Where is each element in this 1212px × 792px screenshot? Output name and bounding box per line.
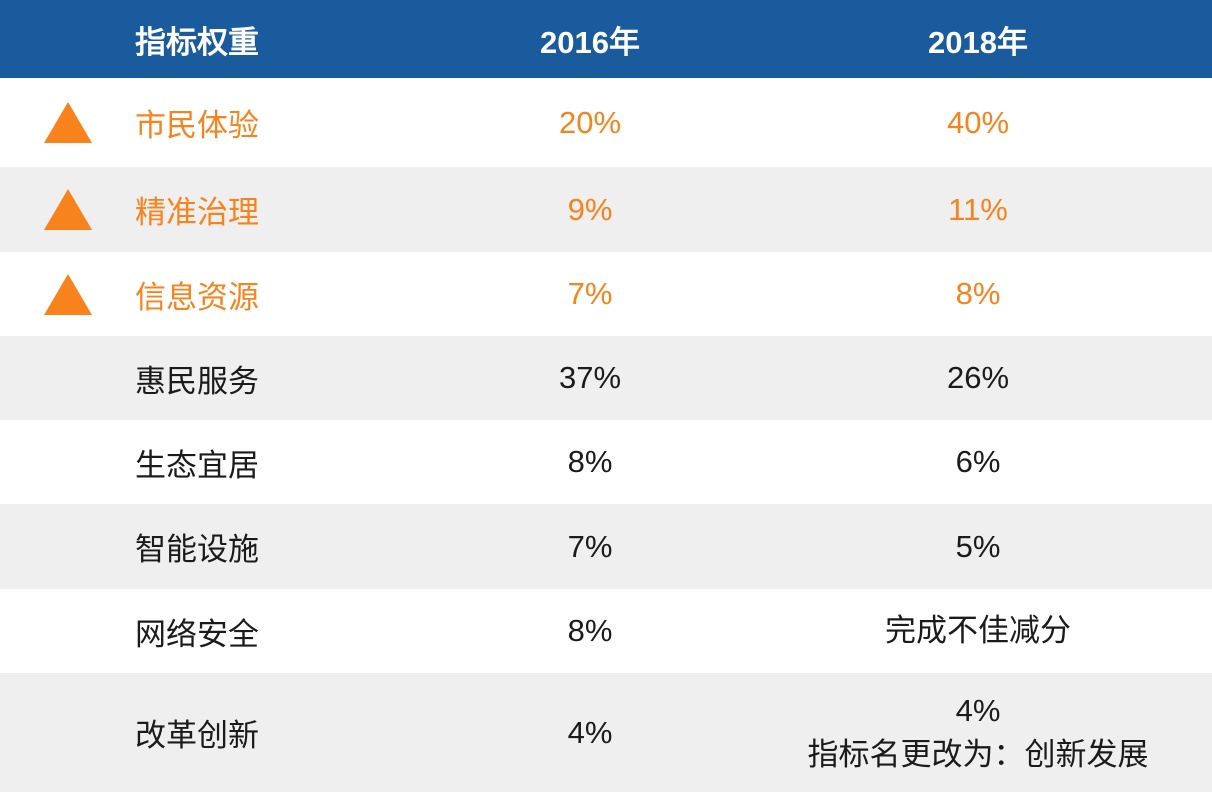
indicator-label: 惠民服务 bbox=[135, 363, 259, 399]
value-2018-cell: 40% bbox=[790, 101, 1166, 145]
indicator-cell: 惠民服务 bbox=[0, 356, 390, 401]
value-2016: 7% bbox=[567, 276, 613, 311]
table-row: 生态宜居 8% 6% bbox=[0, 420, 1212, 504]
value-2016: 20% bbox=[558, 104, 622, 140]
value-2016: 9% bbox=[567, 191, 613, 227]
table-row: 惠民服务 37% 26% bbox=[0, 336, 1212, 420]
value-2018-cell: 5% bbox=[790, 525, 1166, 569]
value-2018: 6% bbox=[955, 444, 1001, 479]
indicator-label: 改革创新 bbox=[135, 718, 259, 753]
indicator-label: 智能设施 bbox=[135, 532, 259, 567]
value-2018-cell: 完成不佳减分 bbox=[790, 609, 1166, 653]
indicator-cell: 生态宜居 bbox=[0, 440, 390, 485]
indicator-label: 精准治理 bbox=[135, 195, 259, 230]
indicator-cell: 改革创新 bbox=[0, 710, 390, 755]
value-2018: 完成不佳减分 bbox=[885, 613, 1071, 648]
indicator-label: 市民体验 bbox=[135, 108, 259, 143]
value-2018: 40% bbox=[946, 104, 1010, 140]
header-cell-2016: 2016年 bbox=[540, 24, 640, 60]
table-row: 精准治理 9% 11% bbox=[0, 167, 1212, 252]
indicator-label: 网络安全 bbox=[135, 616, 259, 652]
value-2016: 7% bbox=[567, 528, 613, 564]
table-row: 网络安全 8% 完成不佳减分 bbox=[0, 589, 1212, 673]
triangle-up-icon bbox=[43, 102, 92, 143]
value-2018-cell: 6% bbox=[790, 440, 1166, 484]
indicator-cell: 信息资源 bbox=[0, 272, 390, 317]
header-cell-indicator: 指标权重 bbox=[135, 24, 259, 60]
value-2018-cell: 4% 指标名更改为：创新发展 bbox=[790, 689, 1166, 777]
table-row: 市民体验 20% 40% bbox=[0, 78, 1212, 167]
table-header-row: 指标权重 2016年 2018年 bbox=[0, 0, 1212, 78]
indicator-label: 生态宜居 bbox=[135, 447, 259, 483]
indicator-label: 信息资源 bbox=[135, 279, 259, 315]
triangle-up-icon bbox=[43, 189, 92, 230]
indicator-cell: 智能设施 bbox=[0, 524, 390, 569]
indicator-cell: 精准治理 bbox=[0, 187, 390, 232]
value-2016: 8% bbox=[567, 613, 613, 648]
value-2016: 37% bbox=[558, 360, 622, 395]
value-2018-note: 指标名更改为：创新发展 bbox=[807, 736, 1149, 772]
indicator-cell: 市民体验 bbox=[0, 100, 390, 145]
value-2018: 11% bbox=[948, 191, 1008, 227]
value-2018: 5% bbox=[955, 528, 1001, 564]
value-2018: 8% bbox=[955, 276, 1001, 311]
table-row: 智能设施 7% 5% bbox=[0, 504, 1212, 589]
table-row: 信息资源 7% 8% bbox=[0, 252, 1212, 336]
value-2018-cell: 26% bbox=[790, 356, 1166, 400]
triangle-up-icon bbox=[43, 273, 92, 315]
indicator-cell: 网络安全 bbox=[0, 609, 390, 654]
marker-box bbox=[0, 189, 135, 230]
header-cell-2018: 2018年 bbox=[928, 24, 1028, 60]
value-2018-cell: 8% bbox=[790, 272, 1166, 316]
value-2018: 4% bbox=[955, 692, 1001, 728]
value-2018: 26% bbox=[946, 360, 1010, 395]
table-row: 改革创新 4% 4% 指标名更改为：创新发展 bbox=[0, 673, 1212, 792]
value-2018-cell: 11% bbox=[790, 188, 1166, 232]
value-2016: 8% bbox=[567, 444, 613, 479]
marker-box bbox=[0, 102, 135, 143]
table-body: 市民体验 20% 40% 精准治理 9% 11% 信息资源 7% 8 bbox=[0, 78, 1212, 792]
marker-box bbox=[0, 273, 135, 315]
value-2016: 4% bbox=[567, 714, 613, 750]
